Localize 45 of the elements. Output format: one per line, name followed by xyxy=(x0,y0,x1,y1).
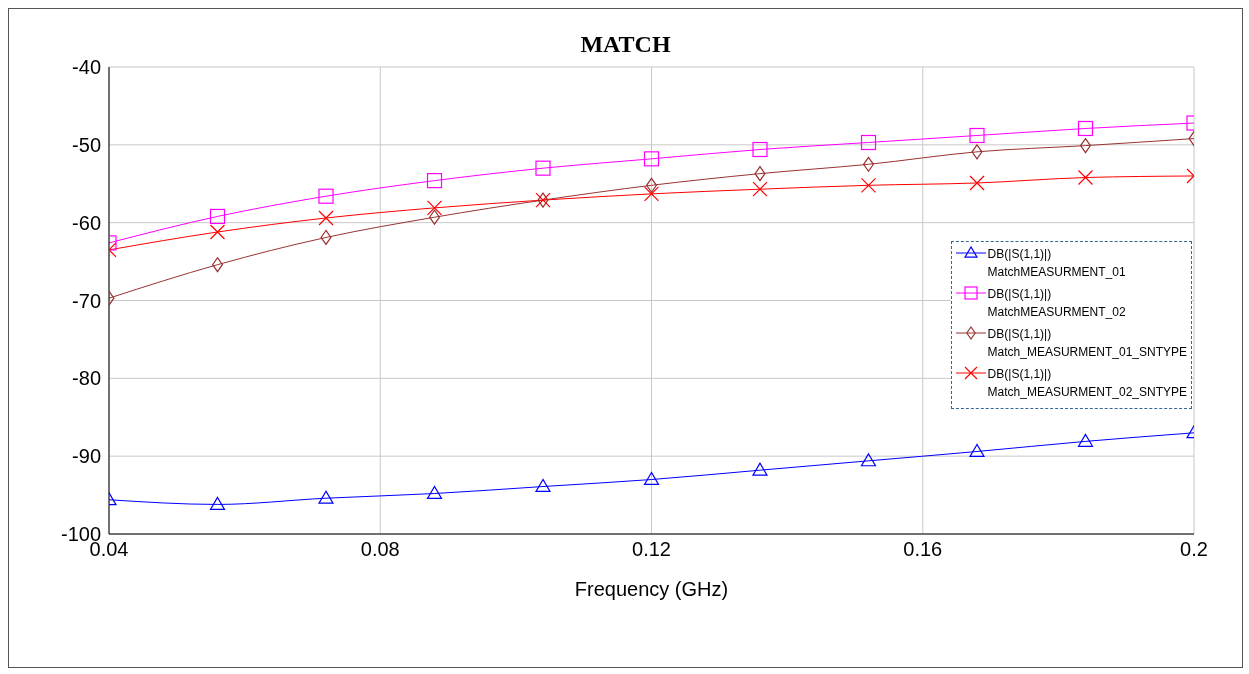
point xyxy=(643,151,660,167)
x-tick-label: 0.2 xyxy=(1180,538,1208,561)
point xyxy=(860,453,877,467)
point xyxy=(969,443,985,457)
point xyxy=(426,485,443,500)
y-tick-label: -50 xyxy=(72,133,101,156)
point xyxy=(754,166,766,182)
point xyxy=(971,144,983,160)
x-tick-label: 0.16 xyxy=(903,538,943,561)
point xyxy=(426,173,443,189)
x-axis-title: Frequency (GHz) xyxy=(574,578,729,600)
point xyxy=(969,175,985,191)
point xyxy=(318,188,334,204)
point xyxy=(318,210,334,226)
point xyxy=(320,229,332,246)
y-tick-label: -90 xyxy=(72,445,101,468)
point xyxy=(1077,120,1094,137)
chart-title: MATCH xyxy=(579,31,672,58)
legend-label: DB(|S(1,1)|) Match_MEASURMENT_02_SNTYPE xyxy=(987,366,1187,401)
y-tick-label: -80 xyxy=(72,367,101,390)
point xyxy=(318,490,334,504)
point xyxy=(209,208,226,225)
point xyxy=(1077,433,1094,447)
point xyxy=(643,186,660,202)
point xyxy=(209,496,226,510)
legend-label: DB(|S(1,1)|) MatchMEASURMENT_02 xyxy=(987,286,1126,321)
legend-label: DB(|S(1,1)|) MatchMEASURMENT_01 xyxy=(987,246,1126,281)
point xyxy=(535,478,551,493)
point xyxy=(643,471,660,486)
x-tick-label: 0.08 xyxy=(360,538,400,561)
point xyxy=(1077,169,1094,186)
point xyxy=(860,177,877,193)
point xyxy=(860,134,877,151)
x-tick-label: 0.12 xyxy=(632,538,671,561)
point xyxy=(752,462,768,476)
point xyxy=(426,200,443,216)
y-tick-label: -60 xyxy=(72,211,101,234)
point xyxy=(969,127,985,144)
y-tick-label: -40 xyxy=(72,56,101,79)
point xyxy=(209,224,226,240)
legend-label: DB(|S(1,1)|) Match_MEASURMENT_01_SNTYPE xyxy=(987,326,1187,361)
point xyxy=(752,141,768,158)
point xyxy=(535,160,551,176)
point xyxy=(752,181,768,197)
y-tick-label: -70 xyxy=(72,289,101,312)
